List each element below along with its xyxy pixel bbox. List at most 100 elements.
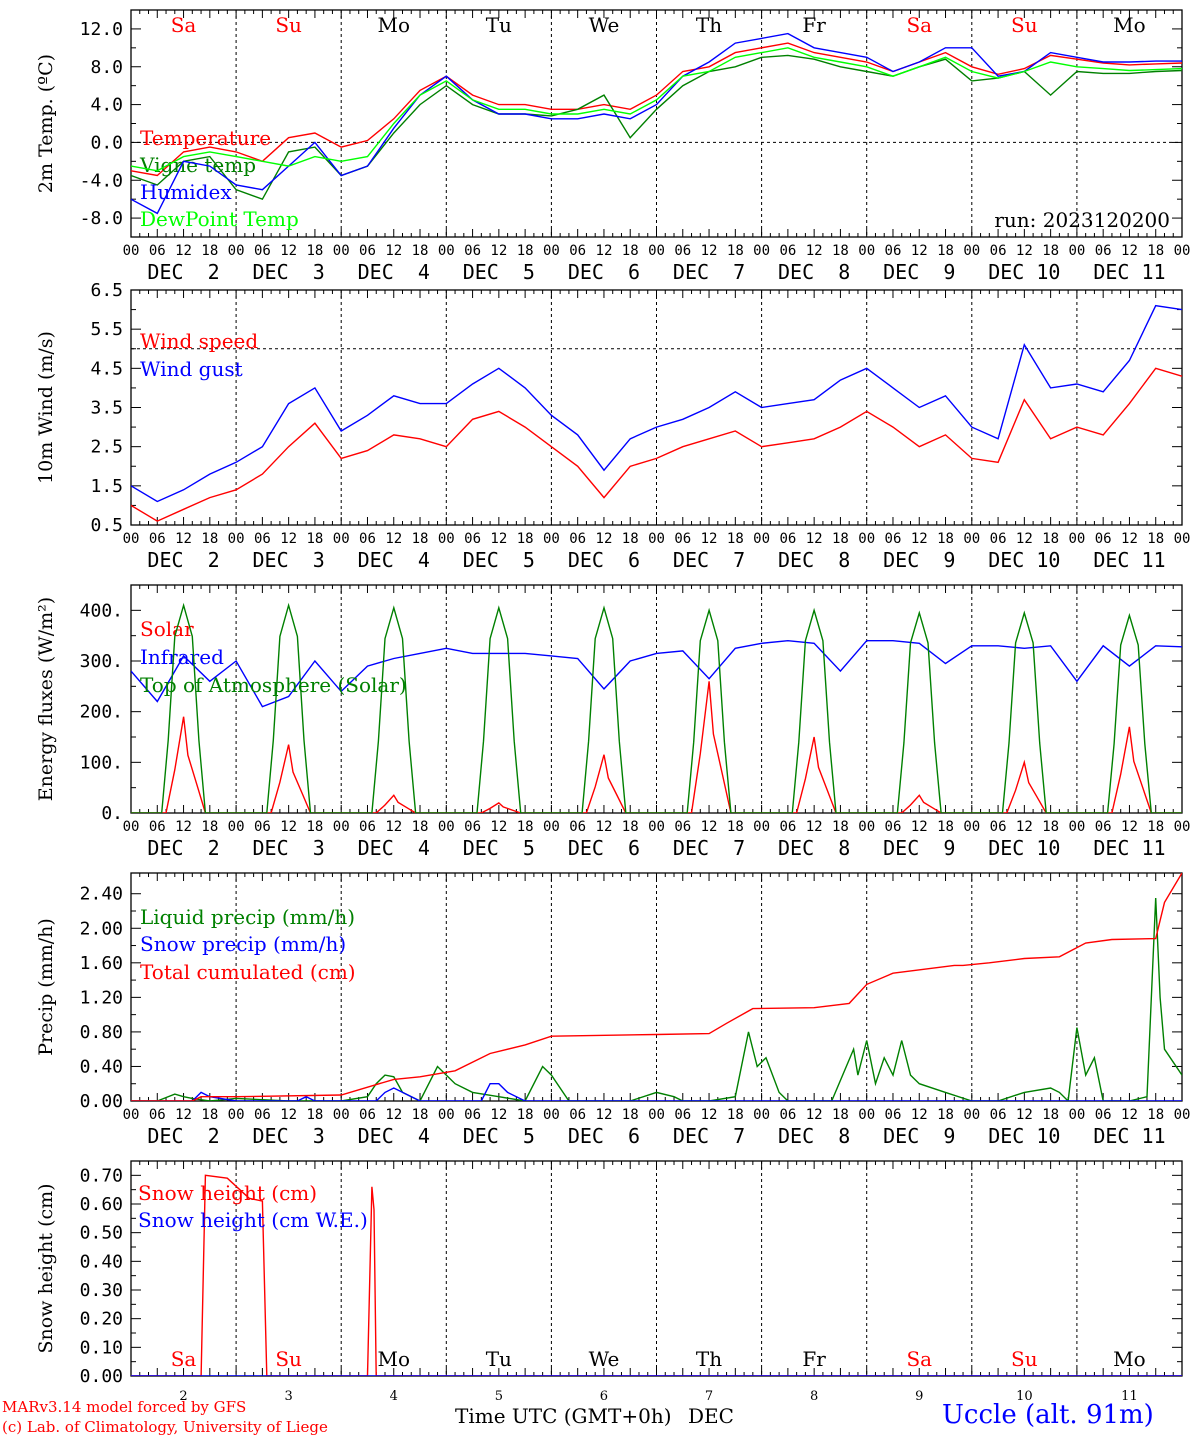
- day-number-label: 6: [600, 1389, 608, 1404]
- y-tick-label: 2.00: [80, 918, 123, 939]
- x-hour-label: 12: [596, 243, 613, 259]
- x-hour-label: 12: [490, 1107, 507, 1123]
- day-name-label: Tu: [486, 13, 512, 37]
- y-tick-label: 400.: [80, 600, 123, 621]
- x-hour-label: 06: [1095, 1107, 1112, 1123]
- y-tick-label: 2.40: [80, 884, 123, 905]
- x-hour-label: 18: [412, 1107, 429, 1123]
- x-hour-label: 18: [412, 819, 429, 835]
- y-axis-label: Precip (mm/h): [35, 918, 57, 1056]
- y-tick-label: 1.20: [80, 987, 123, 1008]
- x-hour-label: 00: [228, 1107, 245, 1123]
- day-name-label: We: [589, 1347, 620, 1371]
- legend-entry: Temperature: [140, 126, 271, 150]
- day-number-label: 8: [810, 1389, 818, 1404]
- x-hour-label: 00: [333, 819, 350, 835]
- x-hour-label: 00: [648, 243, 665, 259]
- x-date-label: DEC 2: [147, 836, 219, 860]
- x-hour-label: 12: [385, 1107, 402, 1123]
- x-hour-label: 18: [201, 1107, 218, 1123]
- x-hour-label: 12: [385, 243, 402, 259]
- x-date-label: DEC 5: [463, 260, 535, 284]
- day-name-label: Th: [696, 13, 722, 37]
- day-name-label: Mo: [1113, 1347, 1146, 1371]
- x-hour-label: 18: [727, 1107, 744, 1123]
- footer-model: MARv3.14 model forced by GFS: [2, 1398, 247, 1416]
- x-hour-label: 06: [674, 1107, 691, 1123]
- x-hour-label: 18: [937, 531, 954, 547]
- x-date-label: DEC 3: [253, 260, 325, 284]
- x-hour-label: 06: [779, 1107, 796, 1123]
- x-hour-label: 06: [674, 243, 691, 259]
- x-hour-label: 00: [1068, 531, 1085, 547]
- x-hour-label: 18: [937, 819, 954, 835]
- x-hour-label: 00: [648, 531, 665, 547]
- y-tick-label: 3.5: [90, 398, 123, 419]
- panel-snow: 0.00 0.10 0.20 0.30 0.40 0.50 0.60 0.70 Snow hei…: [35, 1160, 1183, 1404]
- x-date-label: DEC 10: [988, 260, 1060, 284]
- y-tick-label: 12.0: [80, 19, 123, 40]
- y-axis-label: Snow height (cm): [35, 1183, 57, 1353]
- x-date-label: DEC 7: [673, 1124, 745, 1148]
- x-date-label: DEC 2: [147, 548, 219, 572]
- y-tick-label: 0.30: [80, 1280, 123, 1301]
- x-hour-label: 18: [937, 1107, 954, 1123]
- x-hour-label: 00: [123, 1107, 140, 1123]
- x-hour-label: 00: [1068, 819, 1085, 835]
- x-hour-label: 18: [517, 1107, 534, 1123]
- x-hour-label: 18: [1147, 531, 1164, 547]
- x-hour-label: 00: [228, 243, 245, 259]
- x-date-label: DEC 5: [463, 548, 535, 572]
- y-tick-label: 0.5: [90, 515, 123, 536]
- x-hour-label: 06: [1095, 531, 1112, 547]
- x-date-label: DEC 5: [463, 1124, 535, 1148]
- x-date-label: DEC 8: [778, 836, 850, 860]
- legend-entry: Humidex: [140, 180, 232, 204]
- x-hour-label: 18: [517, 819, 534, 835]
- x-date-label: DEC 7: [673, 836, 745, 860]
- series-line-humidex: [131, 32, 1182, 215]
- x-hour-label: 00: [333, 531, 350, 547]
- x-hour-label: 12: [1016, 531, 1033, 547]
- x-hour-label: 18: [1042, 819, 1059, 835]
- x-hour-label: 18: [1147, 243, 1164, 259]
- x-hour-label: 12: [1121, 531, 1138, 547]
- series-line-solar: [131, 681, 1182, 813]
- x-date-label: DEC 10: [988, 548, 1060, 572]
- day-number-label: 7: [705, 1389, 713, 1404]
- series-line-snow-precip-mm-h-: [131, 1082, 1182, 1101]
- x-hour-label: 12: [385, 819, 402, 835]
- x-hour-label: 00: [438, 243, 455, 259]
- y-tick-label: 8.0: [90, 57, 123, 78]
- day-name-label: Sa: [906, 13, 932, 37]
- y-axis-label: 10m Wind (m/s): [35, 331, 57, 484]
- x-hour-label: 18: [517, 243, 534, 259]
- y-tick-label: 4.0: [90, 95, 123, 116]
- x-hour-label: 00: [753, 1107, 770, 1123]
- x-hour-label: 06: [990, 531, 1007, 547]
- x-date-label: DEC 9: [883, 260, 955, 284]
- x-hour-label: 00: [648, 819, 665, 835]
- x-hour-label: 12: [701, 243, 718, 259]
- day-name-label: Tu: [486, 1347, 512, 1371]
- x-hour-label: 12: [1121, 1107, 1138, 1123]
- x-hour-label: 00: [228, 819, 245, 835]
- y-tick-label: 6.5: [90, 280, 123, 301]
- x-hour-label: 18: [622, 819, 639, 835]
- day-name-label: Su: [275, 13, 302, 37]
- x-date-label: DEC 4: [358, 836, 430, 860]
- x-hour-label: 00: [543, 819, 560, 835]
- x-date-label: DEC 8: [778, 548, 850, 572]
- x-hour-label: 12: [385, 531, 402, 547]
- x-hour-label: 06: [569, 531, 586, 547]
- x-hour-label: 06: [990, 243, 1007, 259]
- day-number-label: 3: [285, 1389, 293, 1404]
- legend-entry: Snow height (cm W.E.): [138, 1208, 368, 1232]
- x-hour-label: 18: [517, 531, 534, 547]
- legend-entry: Solar: [140, 617, 194, 641]
- x-hour-label: 12: [911, 531, 928, 547]
- x-hour-label: 18: [832, 819, 849, 835]
- day-name-label: We: [589, 13, 620, 37]
- x-hour-label: 06: [674, 531, 691, 547]
- x-hour-label: 00: [753, 819, 770, 835]
